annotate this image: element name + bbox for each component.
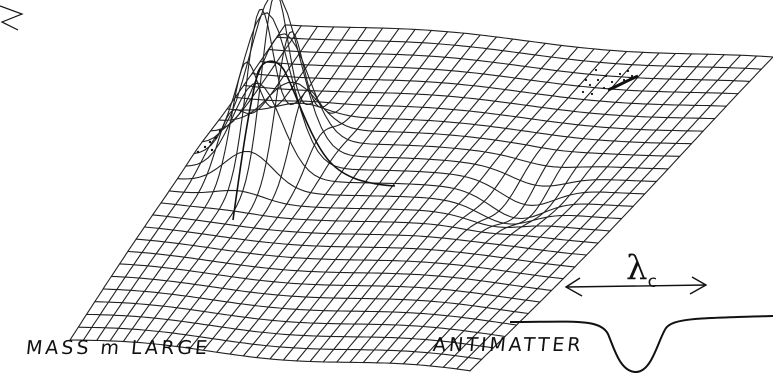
antimatter-dip-profile xyxy=(509,315,773,373)
grid-line-column xyxy=(389,52,676,364)
grid-line-column xyxy=(202,31,449,351)
compton-wavelength-label: λc xyxy=(626,248,657,292)
grid-line-column xyxy=(122,8,351,343)
grid-line-column xyxy=(69,24,286,341)
width-arrow xyxy=(564,276,708,297)
grid-line-column xyxy=(189,29,432,349)
grid-line-row xyxy=(201,0,658,187)
stray-stipple xyxy=(196,129,222,154)
grid-line-column xyxy=(282,42,546,361)
antimatter-label: ANTIMATTER xyxy=(431,334,585,356)
grid-line-column xyxy=(336,49,611,363)
grid-line-column xyxy=(109,26,335,342)
grid-line-column xyxy=(269,40,530,360)
grid-line-column xyxy=(429,54,725,367)
grid-line-column xyxy=(349,50,628,363)
grid-line-column xyxy=(82,25,302,341)
wireframe-grid xyxy=(69,0,773,372)
grid-line-column xyxy=(136,0,367,343)
grid-line-column xyxy=(416,53,709,366)
grid-line-column xyxy=(256,38,514,359)
mass-peak-outline xyxy=(232,60,396,221)
grid-line-column xyxy=(176,28,416,348)
grid-line-column xyxy=(296,44,563,362)
antimatter-dip-stipple xyxy=(577,68,639,96)
grid-line-column xyxy=(229,34,481,355)
grid-line-column xyxy=(309,46,579,363)
grid-line-column xyxy=(242,36,498,357)
grid-line-column xyxy=(96,25,319,341)
grid-line-column xyxy=(162,28,400,346)
grid-line-column xyxy=(216,32,465,353)
grid-line-column xyxy=(322,48,595,363)
lambda-symbol: λ xyxy=(626,248,648,288)
lambda-subscript: c xyxy=(647,271,657,292)
grid-line-column xyxy=(442,54,742,368)
corner-scribble xyxy=(0,5,24,31)
grid-line-column xyxy=(362,51,644,364)
grid-line-column xyxy=(402,53,693,365)
grid-line-column xyxy=(456,55,758,370)
grid-line-column xyxy=(376,52,660,364)
grid-line-column xyxy=(149,27,384,345)
mass-large-label: MASS m LARGE xyxy=(24,337,212,359)
